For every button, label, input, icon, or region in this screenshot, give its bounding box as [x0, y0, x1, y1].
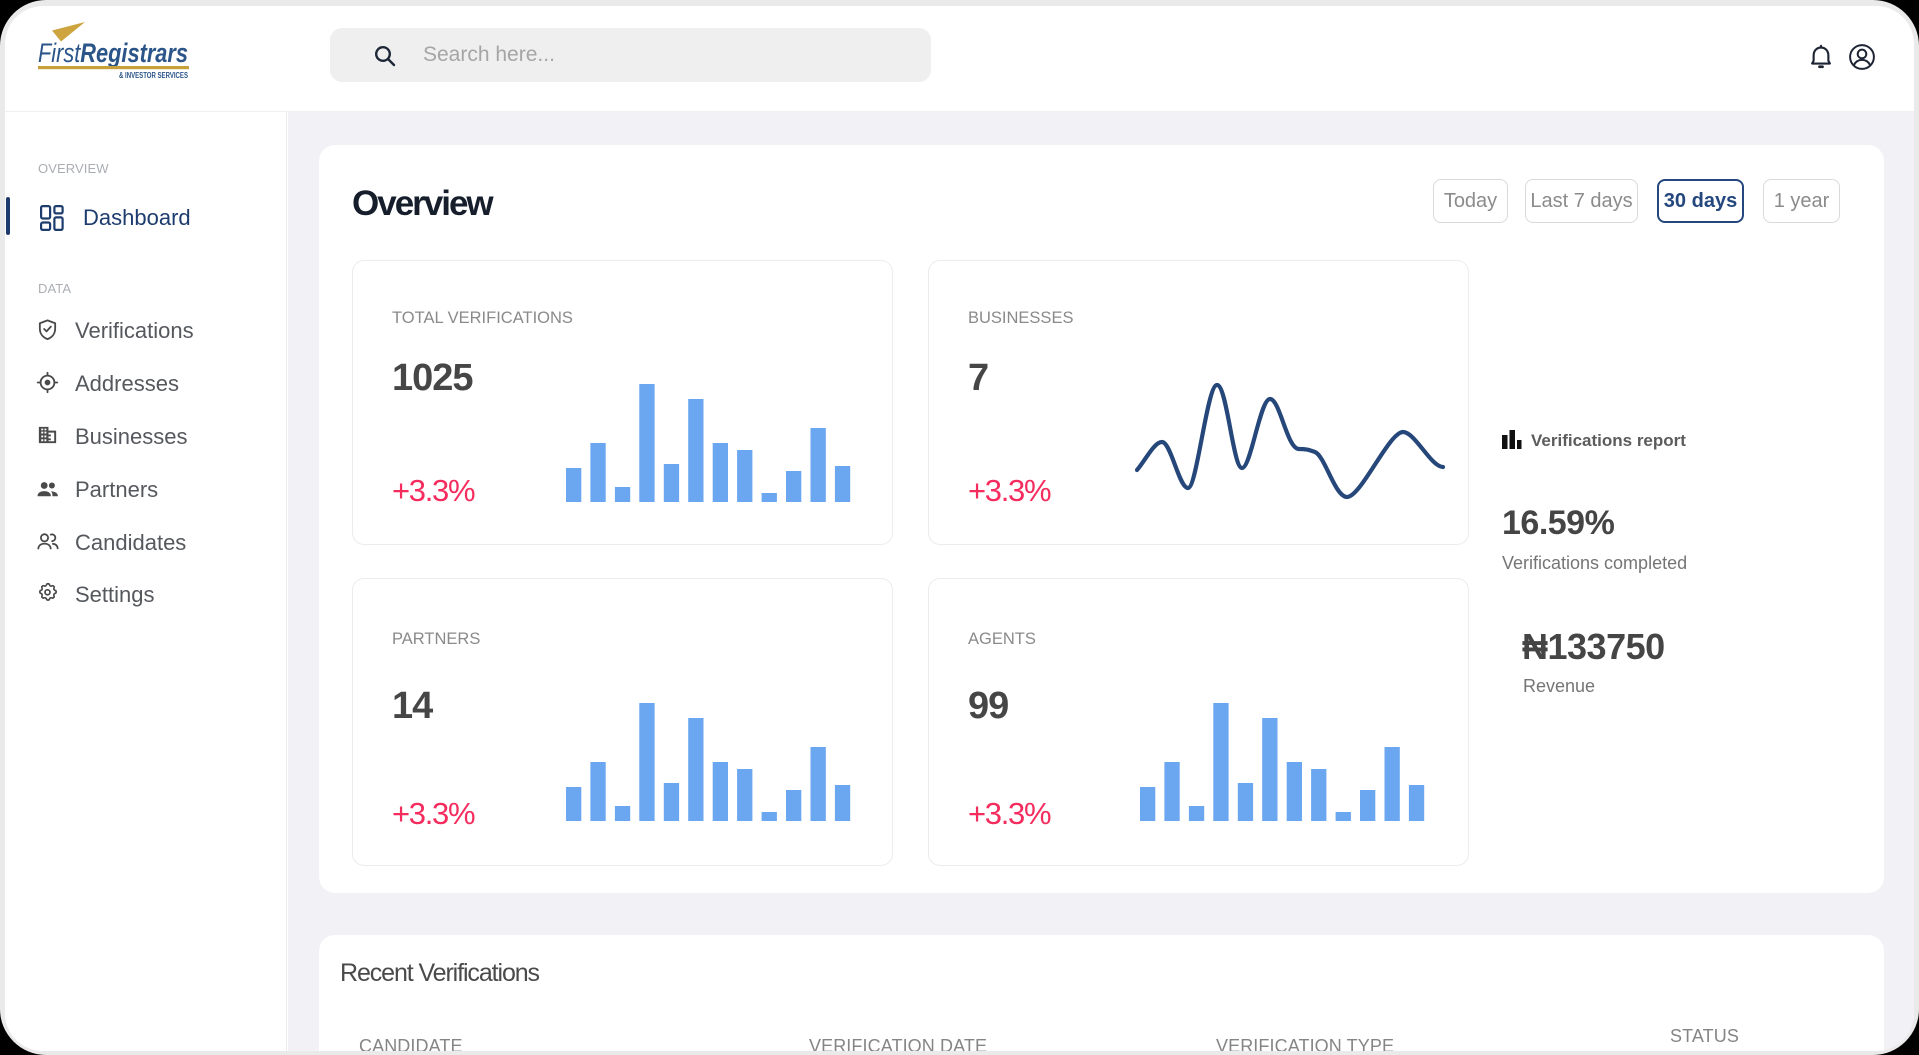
svg-text:FirstRegistrars: FirstRegistrars	[38, 38, 188, 68]
svg-text:& INVESTOR SERVICES: & INVESTOR SERVICES	[119, 71, 188, 80]
